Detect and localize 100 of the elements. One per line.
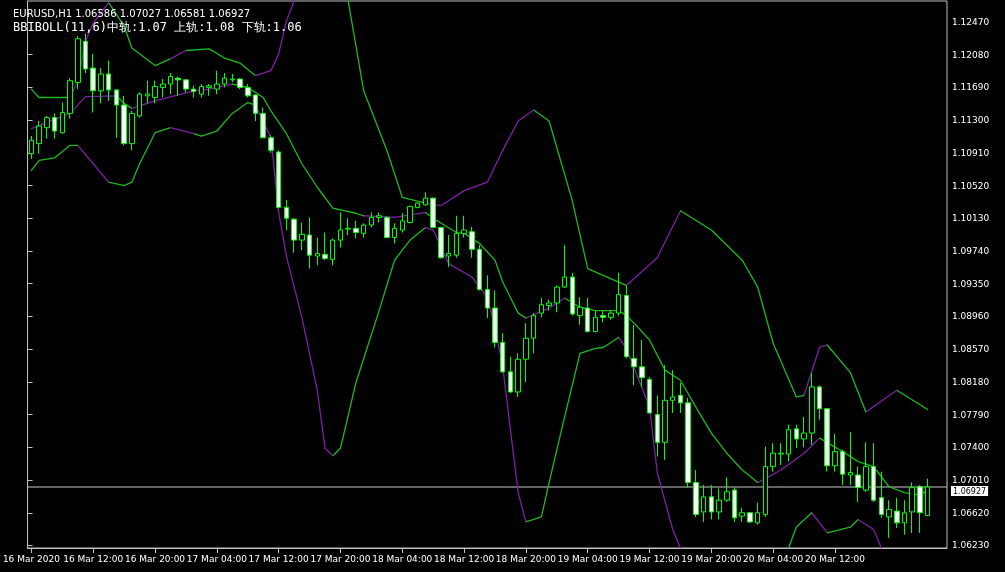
candlestick [732, 487, 737, 523]
x-tick-label: 16 Mar 12:00 [63, 553, 124, 564]
candlestick [299, 221, 305, 251]
candlestick [438, 226, 444, 260]
line-series [347, 0, 929, 413]
candlestick [60, 102, 65, 135]
candlestick [600, 310, 606, 323]
candlestick [747, 511, 753, 524]
x-tick-label: 19 Mar 04:00 [557, 553, 619, 564]
line-series [787, 512, 882, 549]
candlestick [315, 237, 320, 266]
candlestick [693, 469, 699, 518]
candlestick [670, 369, 675, 414]
candlestick [338, 211, 343, 249]
candlestick [461, 215, 467, 239]
candlestick [291, 217, 297, 254]
x-tick-label: 18 Mar 20:00 [495, 553, 557, 564]
candlestick [400, 212, 405, 234]
candlestick [539, 297, 544, 318]
candlestick [477, 244, 482, 291]
candlestick [770, 442, 776, 473]
candlestick [794, 424, 799, 449]
y-tick-label: 1.09350 [952, 278, 990, 289]
y-tick-label: 1.07790 [952, 409, 990, 420]
candlestick [446, 234, 451, 268]
candlestick [662, 364, 668, 461]
y-tick-label: 1.12080 [952, 49, 990, 60]
candlestick [191, 85, 196, 98]
candlestick [616, 272, 621, 317]
candlestick [701, 484, 706, 523]
x-tick-label: 17 Mar 04:00 [186, 553, 248, 564]
candlestick [415, 201, 420, 209]
candlestick [284, 199, 289, 231]
candlestick [492, 289, 498, 348]
candlestick [90, 53, 96, 114]
candlestick [848, 431, 853, 486]
y-tick-label: 1.11690 [952, 82, 990, 93]
candlestick [36, 120, 42, 155]
candlestick [577, 296, 583, 326]
candlestick [863, 441, 869, 493]
y-tick-label: 1.08570 [952, 344, 990, 355]
candlestick [855, 466, 861, 503]
y-tick-label: 1.12470 [952, 16, 990, 27]
candlestick [152, 80, 158, 104]
candlestick [98, 67, 104, 104]
candlestick [685, 397, 691, 489]
candlestick [106, 60, 111, 102]
candlestick [376, 211, 382, 223]
candlestick [392, 222, 397, 244]
candlestick [268, 134, 274, 154]
x-tick-label: 19 Mar 12:00 [619, 553, 680, 564]
candlestick [114, 88, 119, 139]
x-tick-label: 20 Mar 04:00 [743, 553, 804, 564]
candlestick [840, 449, 845, 486]
candlestick [260, 107, 266, 139]
candlestick [253, 93, 258, 122]
candlestick [245, 83, 251, 98]
candlestick [75, 35, 81, 90]
y-tick-label: 1.10130 [952, 213, 990, 224]
y-tick-label: 1.09740 [952, 246, 990, 257]
candlestick [809, 372, 815, 446]
candlestick [515, 352, 521, 398]
ref-line-label: 1.06927 [953, 486, 987, 496]
candlestick [137, 91, 142, 119]
candlestick [678, 382, 683, 414]
y-tick-label: 1.06620 [952, 507, 990, 518]
candlestick [307, 216, 312, 270]
candlestick [554, 284, 560, 313]
candlestick [755, 502, 760, 526]
candlestick [902, 499, 907, 536]
candlestick [570, 272, 575, 317]
y-tick-label: 1.10910 [952, 147, 990, 158]
candlestick [639, 339, 645, 388]
candlestick [546, 299, 552, 312]
candlestick [276, 149, 281, 209]
candlestick [894, 497, 900, 529]
candlestick [879, 471, 884, 519]
candlestick [44, 115, 50, 140]
y-tick-label: 1.07400 [952, 442, 990, 453]
candlestick [647, 376, 652, 415]
candlestick [871, 442, 876, 503]
candlestick [230, 73, 235, 83]
x-tick-label: 17 Mar 20:00 [310, 553, 371, 564]
candlestick [214, 70, 220, 95]
candlestick [361, 222, 366, 239]
candlestick [817, 384, 822, 421]
x-tick-label: 20 Mar 12:00 [804, 553, 866, 564]
candlestick [469, 226, 475, 259]
candlestick [145, 80, 150, 104]
candlestick [199, 83, 204, 98]
candlestick [330, 237, 335, 266]
candlestick [886, 499, 892, 539]
candlestick [222, 72, 227, 88]
x-tick-label: 17 Mar 12:00 [248, 553, 309, 564]
candlestick [237, 77, 243, 90]
candlestick [485, 274, 490, 319]
candlestick [925, 478, 930, 517]
x-tick-label: 18 Mar 12:00 [434, 553, 495, 564]
candlestick [593, 310, 598, 333]
candlestick [778, 442, 784, 466]
